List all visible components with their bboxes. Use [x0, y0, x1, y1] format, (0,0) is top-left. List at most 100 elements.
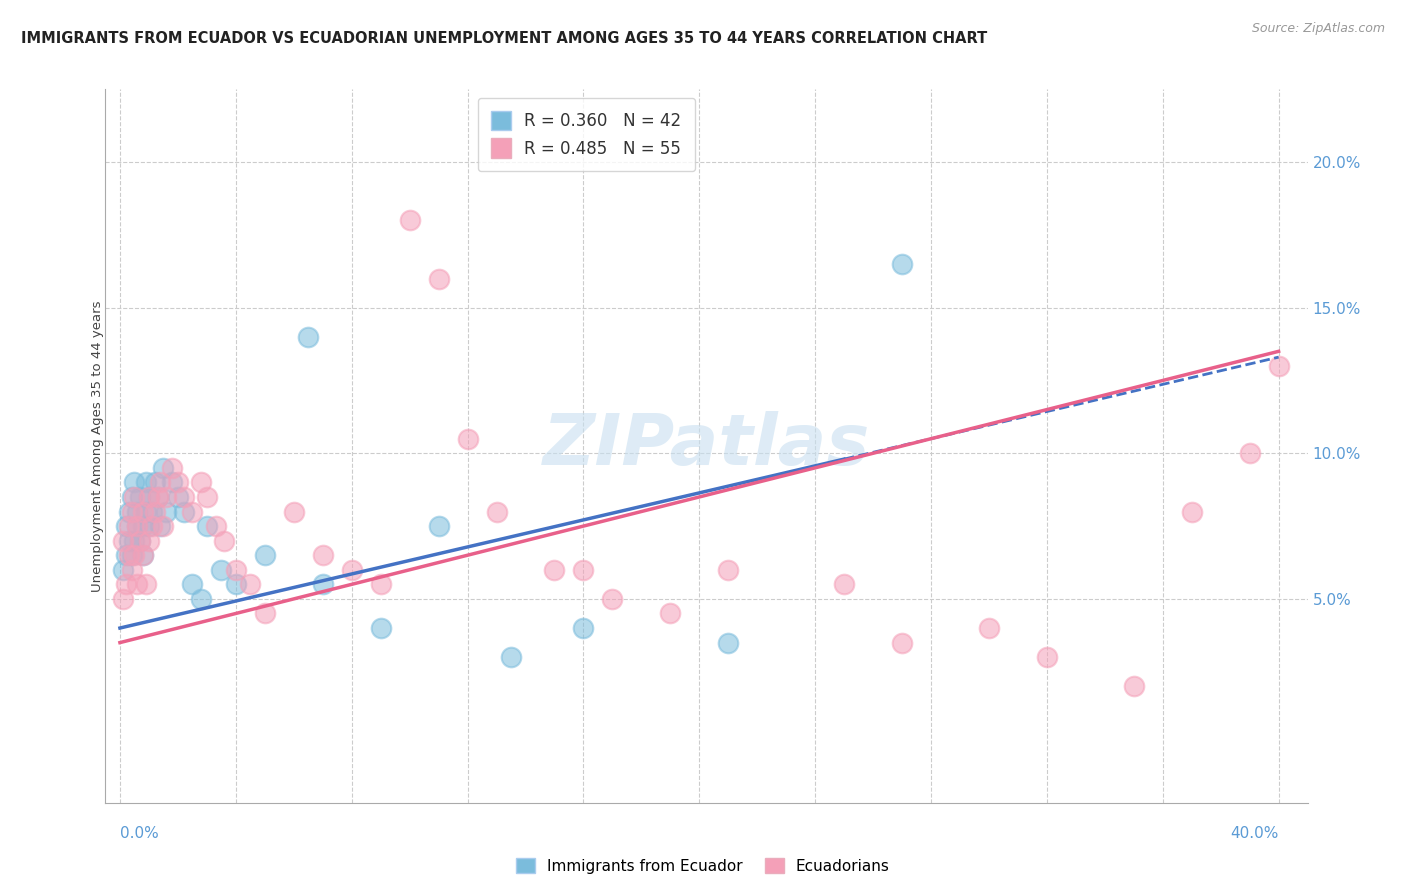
Point — [160, 475, 183, 490]
Point — [111, 563, 134, 577]
Point — [659, 607, 682, 621]
Point — [141, 504, 163, 518]
Point — [111, 533, 134, 548]
Point — [129, 533, 152, 548]
Text: Source: ZipAtlas.com: Source: ZipAtlas.com — [1251, 22, 1385, 36]
Point — [891, 257, 914, 271]
Point — [832, 577, 855, 591]
Point — [143, 504, 166, 518]
Point — [114, 577, 136, 591]
Point — [124, 548, 146, 562]
Point — [129, 490, 152, 504]
Point — [190, 475, 212, 490]
Point — [127, 519, 149, 533]
Point — [121, 563, 143, 577]
Point — [427, 271, 450, 285]
Point — [167, 490, 190, 504]
Point — [141, 519, 163, 533]
Point — [1122, 679, 1144, 693]
Point — [1239, 446, 1261, 460]
Text: 0.0%: 0.0% — [120, 826, 159, 841]
Point — [398, 213, 420, 227]
Point — [1267, 359, 1289, 373]
Text: IMMIGRANTS FROM ECUADOR VS ECUADORIAN UNEMPLOYMENT AMONG AGES 35 TO 44 YEARS COR: IMMIGRANTS FROM ECUADOR VS ECUADORIAN UN… — [21, 31, 987, 46]
Point — [181, 577, 204, 591]
Point — [146, 490, 169, 504]
Point — [121, 548, 143, 562]
Point — [717, 635, 740, 649]
Point — [312, 548, 335, 562]
Point — [297, 330, 319, 344]
Point — [195, 490, 218, 504]
Point — [212, 533, 235, 548]
Point — [225, 577, 247, 591]
Point — [114, 519, 136, 533]
Point — [127, 577, 149, 591]
Point — [602, 591, 624, 606]
Point — [117, 533, 139, 548]
Point — [143, 475, 166, 490]
Point — [117, 504, 139, 518]
Point — [127, 519, 149, 533]
Point — [717, 563, 740, 577]
Point — [173, 490, 195, 504]
Point — [132, 548, 155, 562]
Point — [132, 519, 155, 533]
Point — [149, 519, 172, 533]
Point — [312, 577, 335, 591]
Point — [132, 504, 155, 518]
Point — [117, 548, 139, 562]
Point — [572, 621, 595, 635]
Point — [370, 577, 392, 591]
Point — [155, 490, 177, 504]
Point — [1036, 650, 1059, 665]
Point — [138, 533, 160, 548]
Point — [149, 475, 172, 490]
Point — [146, 490, 169, 504]
Point — [485, 504, 508, 518]
Point — [124, 475, 146, 490]
Point — [152, 519, 174, 533]
Y-axis label: Unemployment Among Ages 35 to 44 years: Unemployment Among Ages 35 to 44 years — [90, 301, 104, 591]
Point — [152, 460, 174, 475]
Point — [124, 533, 146, 548]
Point — [225, 563, 247, 577]
Point — [138, 519, 160, 533]
Legend: Immigrants from Ecuador, Ecuadorians: Immigrants from Ecuador, Ecuadorians — [510, 852, 896, 880]
Point — [155, 504, 177, 518]
Text: ZIPatlas: ZIPatlas — [543, 411, 870, 481]
Point — [138, 490, 160, 504]
Point — [283, 504, 305, 518]
Point — [181, 504, 204, 518]
Point — [114, 548, 136, 562]
Point — [340, 563, 363, 577]
Point — [167, 475, 190, 490]
Point — [190, 591, 212, 606]
Text: 40.0%: 40.0% — [1230, 826, 1278, 841]
Point — [239, 577, 262, 591]
Legend: R = 0.360   N = 42, R = 0.485   N = 55: R = 0.360 N = 42, R = 0.485 N = 55 — [478, 97, 695, 171]
Point — [543, 563, 565, 577]
Point — [209, 563, 232, 577]
Point — [127, 504, 149, 518]
Point — [132, 548, 155, 562]
Point — [124, 490, 146, 504]
Point — [253, 548, 276, 562]
Point — [253, 607, 276, 621]
Point — [121, 504, 143, 518]
Point — [572, 563, 595, 577]
Point — [977, 621, 1000, 635]
Point — [121, 490, 143, 504]
Point — [160, 460, 183, 475]
Point — [499, 650, 522, 665]
Point — [135, 577, 157, 591]
Point — [135, 504, 157, 518]
Point — [195, 519, 218, 533]
Point — [173, 504, 195, 518]
Point — [135, 475, 157, 490]
Point — [204, 519, 226, 533]
Point — [891, 635, 914, 649]
Point — [117, 519, 139, 533]
Point — [111, 591, 134, 606]
Point — [1181, 504, 1204, 518]
